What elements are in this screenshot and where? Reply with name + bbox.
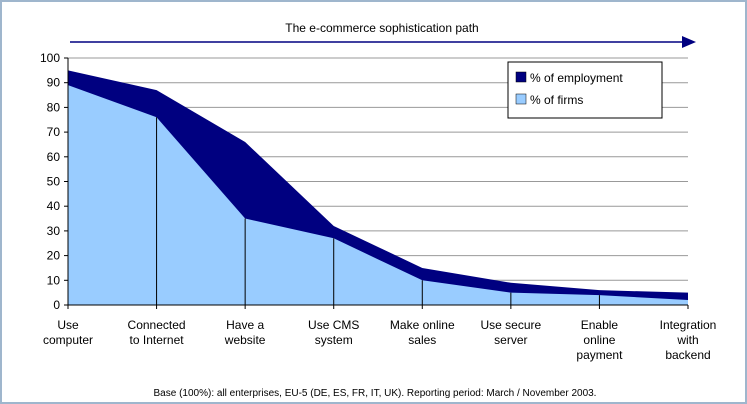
- x-tick-label: Connected to Internet: [128, 318, 186, 347]
- y-tick-label: 0: [53, 298, 60, 312]
- x-tick-line: sales: [408, 333, 436, 347]
- y-tick-label: 70: [47, 125, 61, 139]
- arrow-head: [682, 36, 696, 48]
- x-tick-line: Use secure: [481, 318, 542, 332]
- legend-box: [507, 61, 663, 119]
- y-tick-label: 30: [47, 224, 61, 238]
- x-tick-label: Have a website: [224, 318, 266, 347]
- y-tick-label: 80: [47, 100, 61, 114]
- x-tick-line: payment: [576, 348, 623, 362]
- x-tick-line: Connected: [128, 318, 186, 332]
- x-tick-label: Enable online payment: [576, 318, 623, 362]
- chart-title: The e-commerce sophistication path: [285, 21, 478, 35]
- x-tick-line: Make online: [390, 318, 455, 332]
- x-tick-line: Integration: [660, 318, 717, 332]
- x-tick-label: Use secure server: [481, 318, 542, 347]
- x-tick-line: to Internet: [130, 333, 185, 347]
- x-tick-line: computer: [43, 333, 93, 347]
- y-tick-label: 50: [47, 175, 61, 189]
- y-tick-label: 40: [47, 199, 61, 213]
- legend-label: % of firms: [530, 93, 583, 107]
- y-tick-label: 60: [47, 150, 61, 164]
- y-tick-label: 20: [47, 249, 61, 263]
- x-tick-line: website: [224, 333, 266, 347]
- x-tick-line: online: [583, 333, 615, 347]
- x-tick-label: Use CMS system: [308, 318, 359, 347]
- y-tick-label: 10: [47, 273, 61, 287]
- legend-label: % of employment: [530, 71, 623, 85]
- y-tick-label: 100: [40, 51, 60, 65]
- y-tick-label: 90: [47, 76, 61, 90]
- footnote: Base (100%): all enterprises, EU-5 (DE, …: [154, 388, 597, 399]
- x-tick-line: Use CMS: [308, 318, 359, 332]
- x-tick-line: Use: [57, 318, 79, 332]
- x-tick-line: server: [494, 333, 527, 347]
- x-tick-label: Use computer: [43, 318, 93, 347]
- x-tick-line: Enable: [581, 318, 619, 332]
- x-tick-label: Integration with backend: [660, 318, 717, 362]
- area: [68, 85, 688, 305]
- x-tick-label: Make online sales: [390, 318, 455, 347]
- x-tick-line: system: [315, 333, 353, 347]
- legend-swatch: [515, 71, 527, 83]
- legend-swatch: [515, 93, 527, 105]
- x-tick-line: Have a: [226, 318, 264, 332]
- x-tick-line: with: [676, 333, 698, 347]
- x-tick-line: backend: [665, 348, 710, 362]
